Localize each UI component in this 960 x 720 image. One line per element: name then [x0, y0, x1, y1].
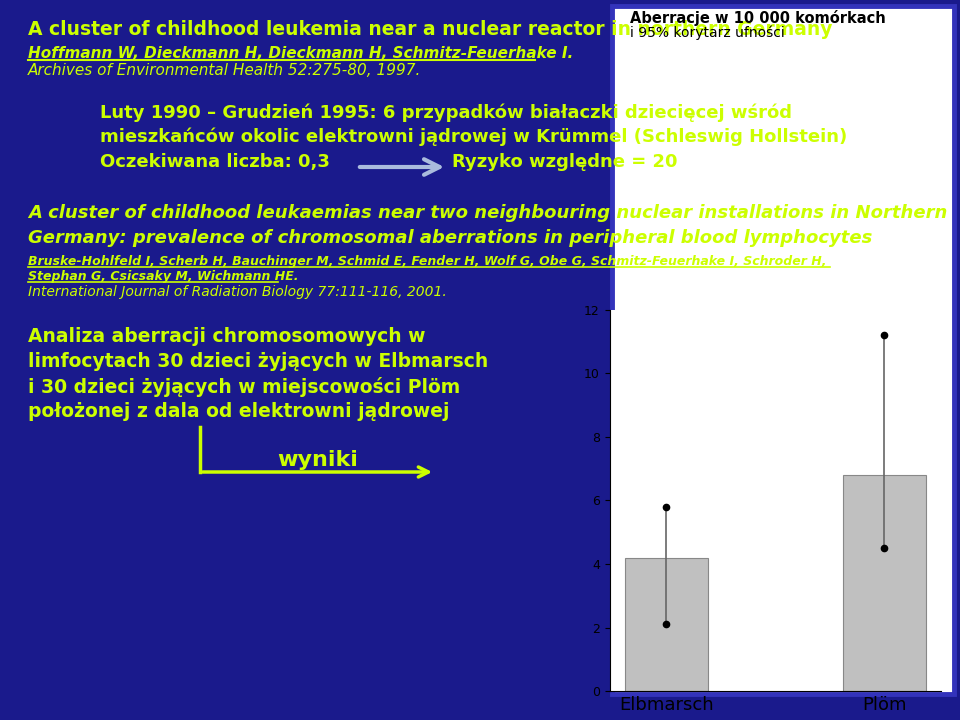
Text: A cluster of childhood leukemia near a nuclear reactor in northern Germany: A cluster of childhood leukemia near a n… — [28, 20, 832, 39]
Bar — [612, 6, 954, 694]
Text: i 30 dzieci żyjących w miejscowości Plöm: i 30 dzieci żyjących w miejscowości Plöm — [28, 377, 460, 397]
Text: International Journal of Radiation Biology 77:111-116, 2001.: International Journal of Radiation Biolo… — [28, 285, 446, 299]
Text: Luty 1990 – Grudzień 1995: 6 przypadków białaczki dziecięcej wśród: Luty 1990 – Grudzień 1995: 6 przypadków … — [100, 103, 792, 122]
Text: Oczekiwana liczba: 0,3: Oczekiwana liczba: 0,3 — [100, 153, 330, 171]
Text: mieszkańców okolic elektrowni jądrowej w Krümmel (Schleswig Hollstein): mieszkańców okolic elektrowni jądrowej w… — [100, 128, 848, 146]
Text: wyniki: wyniki — [277, 450, 358, 470]
Text: Archives of Environmental Health 52:275-80, 1997.: Archives of Environmental Health 52:275-… — [28, 63, 421, 78]
Text: Aberracje w 10 000 komórkach: Aberracje w 10 000 komórkach — [630, 10, 886, 26]
Text: limfocytach 30 dzieci żyjących w Elbmarsch: limfocytach 30 dzieci żyjących w Elbmars… — [28, 352, 489, 371]
Text: Ryzyko względne = 20: Ryzyko względne = 20 — [452, 153, 678, 171]
Bar — [843, 475, 925, 691]
Text: Hoffmann W, Dieckmann H, Dieckmann H, Schmitz-Feuerhake I.: Hoffmann W, Dieckmann H, Dieckmann H, Sc… — [28, 46, 573, 61]
Text: i 95% korytarz ufności: i 95% korytarz ufności — [630, 26, 784, 40]
Text: Stephan G, Csicsaky M, Wichmann HE.: Stephan G, Csicsaky M, Wichmann HE. — [28, 270, 299, 283]
Bar — [625, 557, 708, 691]
Text: Bruske-Hohlfeld I, Scherb H, Bauchinger M, Schmid E, Fender H, Wolf G, Obe G, Sc: Bruske-Hohlfeld I, Scherb H, Bauchinger … — [28, 255, 827, 268]
Text: A cluster of childhood leukaemias near two neighbouring nuclear installations in: A cluster of childhood leukaemias near t… — [28, 204, 948, 222]
Text: Analiza aberracji chromosomowych w: Analiza aberracji chromosomowych w — [28, 327, 425, 346]
Text: Germany: prevalence of chromosomal aberrations in peripheral blood lymphocytes: Germany: prevalence of chromosomal aberr… — [28, 229, 873, 247]
Text: położonej z dala od elektrowni jądrowej: położonej z dala od elektrowni jądrowej — [28, 402, 449, 421]
